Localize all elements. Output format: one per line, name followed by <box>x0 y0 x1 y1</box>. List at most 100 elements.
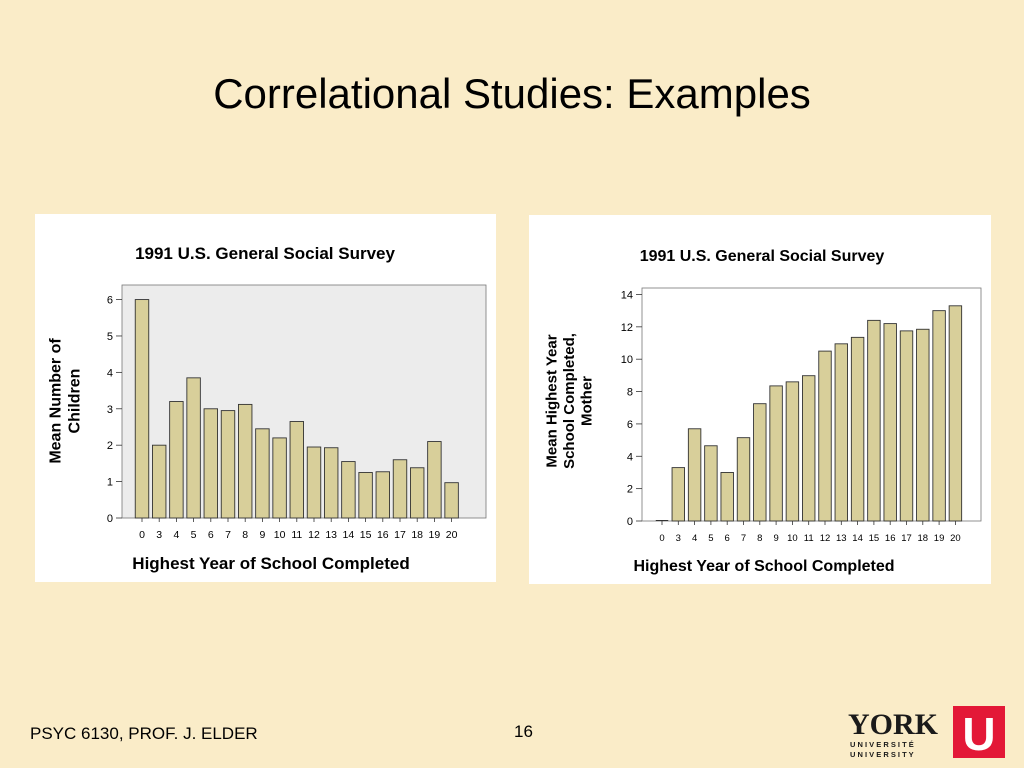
chart-title: 1991 U.S. General Social Survey <box>135 244 395 263</box>
y-tick-label: 8 <box>627 387 633 399</box>
bar <box>186 377 201 519</box>
x-tick-label: 15 <box>360 529 372 541</box>
bar <box>867 319 881 522</box>
bar <box>818 350 832 522</box>
x-tick-label: 16 <box>885 533 896 544</box>
bar <box>753 403 767 522</box>
x-tick-label: 20 <box>950 533 961 544</box>
bar <box>220 410 236 519</box>
x-tick-label: 16 <box>377 529 389 541</box>
bar <box>134 299 150 519</box>
footer-course-label: PSYC 6130, PROF. J. ELDER <box>30 724 258 743</box>
y-tick-label: 6 <box>107 295 113 307</box>
bar <box>237 403 253 519</box>
y-axis-label-line: Children <box>67 369 84 434</box>
bar <box>306 446 322 519</box>
x-tick-label: 14 <box>343 529 355 541</box>
y-tick-label: 4 <box>107 367 113 379</box>
x-tick-label: 4 <box>692 533 697 544</box>
x-tick-label: 20 <box>446 529 458 541</box>
x-tick-label: 8 <box>242 529 248 541</box>
bar <box>834 343 848 522</box>
x-tick-label: 6 <box>208 529 214 541</box>
slide-title: Correlational Studies: Examples <box>213 70 811 117</box>
bar <box>850 336 865 522</box>
y-tick-label: 6 <box>627 419 633 431</box>
bar <box>358 472 373 519</box>
bar <box>736 437 751 522</box>
x-tick-label: 3 <box>156 529 162 541</box>
x-axis-label: Highest Year of School Completed <box>633 558 894 575</box>
x-tick-label: 0 <box>659 533 664 544</box>
x-tick-label: 0 <box>139 529 145 541</box>
y-tick-label: 5 <box>107 331 113 343</box>
x-tick-label: 17 <box>394 529 406 541</box>
bar <box>427 441 442 519</box>
x-tick-label: 13 <box>325 529 337 541</box>
y-tick-label: 4 <box>627 451 633 463</box>
bar <box>932 310 946 522</box>
y-tick-label: 0 <box>107 513 113 525</box>
bar <box>324 447 339 519</box>
logo-red-square <box>953 706 1005 758</box>
logo-word: YORK <box>848 708 939 741</box>
bar <box>272 437 287 519</box>
bar <box>899 330 914 522</box>
x-tick-label: 10 <box>787 533 798 544</box>
x-tick-label: 3 <box>676 533 681 544</box>
page-number: 16 <box>514 722 533 741</box>
bar <box>444 482 459 519</box>
x-tick-label: 11 <box>291 529 302 541</box>
bar <box>375 471 390 519</box>
x-tick-label: 18 <box>411 529 423 541</box>
y-tick-label: 0 <box>627 516 633 528</box>
x-tick-label: 9 <box>259 529 265 541</box>
x-tick-label: 4 <box>173 529 179 541</box>
x-tick-label: 7 <box>741 533 746 544</box>
x-tick-label: 14 <box>852 533 863 544</box>
logo-line-francais: U N I V E R S I T É <box>850 740 914 749</box>
x-tick-label: 10 <box>274 529 286 541</box>
bar <box>687 428 702 522</box>
bar-chart-mother-education: 1991 U.S. General Social Survey 0 2 4 6 8 10 12… <box>544 248 982 575</box>
y-tick-label: 10 <box>621 354 633 366</box>
y-tick-label: 1 <box>107 477 113 489</box>
logo-line-english: U N I V E R S I T Y <box>850 750 914 759</box>
y-tick-label: 2 <box>107 440 113 452</box>
bar <box>785 381 800 522</box>
x-tick-label: 5 <box>708 533 713 544</box>
x-tick-label: 15 <box>869 533 880 544</box>
bar <box>151 444 167 519</box>
x-tick-label: 6 <box>725 533 730 544</box>
bar <box>289 421 305 519</box>
x-tick-label: 12 <box>308 529 320 541</box>
x-tick-label: 8 <box>757 533 762 544</box>
y-tick-label: 2 <box>627 484 633 496</box>
chart-panel-children: 1991 U.S. General Social Survey 0 1 2 3 4 5 6 0 3… <box>35 214 496 582</box>
bar <box>392 459 408 519</box>
bar <box>255 428 270 519</box>
bar <box>883 323 897 522</box>
logo-u-mark: U <box>962 708 995 760</box>
x-tick-label: 11 <box>804 533 814 544</box>
y-axis-label-line: Mean Number of <box>48 338 65 464</box>
y-tick-label: 3 <box>107 404 113 416</box>
x-tick-label: 12 <box>820 533 831 544</box>
bar <box>720 472 734 522</box>
bar <box>203 408 219 519</box>
x-tick-label: 5 <box>191 529 197 541</box>
y-axis-label-line: School Completed, <box>561 333 578 469</box>
chart-title: 1991 U.S. General Social Survey <box>640 248 885 265</box>
bar <box>410 467 425 519</box>
bar <box>769 385 783 522</box>
x-tick-label: 17 <box>901 533 912 544</box>
x-tick-label: 18 <box>918 533 929 544</box>
york-university-logo: YORK U N I V E R S I T É U N I V E R S I… <box>848 706 1005 760</box>
x-tick-label: 7 <box>225 529 231 541</box>
bar <box>671 467 686 522</box>
x-tick-label: 19 <box>934 533 945 544</box>
bar <box>704 445 718 522</box>
bar <box>802 375 816 522</box>
y-tick-label: 14 <box>621 289 633 301</box>
x-tick-label: 9 <box>773 533 778 544</box>
